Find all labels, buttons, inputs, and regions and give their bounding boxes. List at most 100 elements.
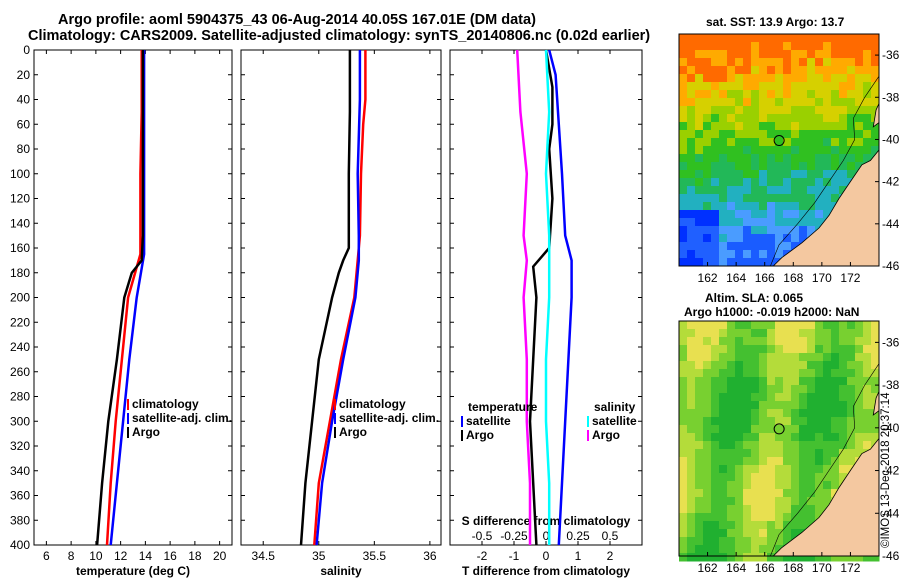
map-cell bbox=[743, 234, 752, 243]
map-cell bbox=[703, 497, 712, 506]
map-cell bbox=[695, 210, 704, 219]
map-cell bbox=[799, 162, 808, 171]
map-cell bbox=[783, 98, 792, 107]
map-cell bbox=[823, 98, 832, 107]
map-cell bbox=[855, 385, 864, 394]
map-cell bbox=[791, 178, 800, 187]
series-line-climatology bbox=[105, 50, 143, 546]
map-cell bbox=[735, 369, 744, 378]
map-cell bbox=[791, 138, 800, 147]
map-cell bbox=[799, 50, 808, 59]
map-cell bbox=[687, 513, 696, 522]
map-cell bbox=[791, 106, 800, 115]
map-cell bbox=[759, 409, 768, 418]
map-cell bbox=[727, 34, 736, 43]
map-cell bbox=[767, 202, 776, 211]
map-cell bbox=[767, 409, 776, 418]
map-cell bbox=[815, 433, 824, 442]
map-cell bbox=[791, 42, 800, 51]
map-cell bbox=[831, 345, 840, 354]
map-cell bbox=[863, 441, 872, 450]
map-cell bbox=[751, 433, 760, 442]
map-cell bbox=[703, 505, 712, 514]
map-cell bbox=[711, 345, 720, 354]
map-cell bbox=[743, 369, 752, 378]
map-cell bbox=[679, 130, 688, 139]
map-cell bbox=[695, 226, 704, 235]
map-cell bbox=[743, 393, 752, 402]
figure-title-line1: Argo profile: aoml 5904375_43 06-Aug-201… bbox=[58, 12, 536, 28]
map-cell bbox=[863, 329, 872, 338]
y-tick-label: 140 bbox=[10, 216, 30, 230]
map-cell bbox=[855, 433, 864, 442]
map-cell bbox=[783, 66, 792, 75]
salinity-profile-frame bbox=[240, 49, 442, 546]
map-cell bbox=[855, 425, 864, 434]
map-cell bbox=[839, 457, 848, 466]
map-cell bbox=[719, 258, 728, 267]
map-cell bbox=[751, 401, 760, 410]
map-cell bbox=[815, 441, 824, 450]
map-cell bbox=[679, 242, 688, 251]
map-cell bbox=[775, 170, 784, 179]
map-cell bbox=[871, 337, 880, 346]
map-cell bbox=[751, 553, 760, 562]
map-cell bbox=[703, 481, 712, 490]
salinity-profile-xlabel: salinity bbox=[320, 564, 362, 578]
map-cell bbox=[807, 497, 816, 506]
map-cell bbox=[735, 465, 744, 474]
map-cell bbox=[783, 489, 792, 498]
map-cell bbox=[855, 417, 864, 426]
map-cell bbox=[679, 401, 688, 410]
map-cell bbox=[727, 186, 736, 195]
map-cell bbox=[831, 481, 840, 490]
map-cell bbox=[799, 234, 808, 243]
y-tick-label: -38 bbox=[882, 378, 900, 392]
x-tick-label: 36 bbox=[423, 549, 437, 563]
map-cell bbox=[711, 489, 720, 498]
map-cell bbox=[871, 130, 880, 139]
map-cell bbox=[839, 66, 848, 75]
map-cell bbox=[783, 553, 792, 562]
map-cell bbox=[735, 497, 744, 506]
map-cell bbox=[871, 74, 880, 83]
map-cell bbox=[791, 409, 800, 418]
map-cell bbox=[767, 66, 776, 75]
map-cell bbox=[855, 441, 864, 450]
y-tick-label: -36 bbox=[882, 335, 900, 349]
map-cell bbox=[703, 529, 712, 538]
map-cell bbox=[751, 50, 760, 59]
map-cell bbox=[839, 146, 848, 155]
map-cell bbox=[687, 337, 696, 346]
map-cell bbox=[743, 505, 752, 514]
map-cell bbox=[703, 377, 712, 386]
map-cell bbox=[815, 505, 824, 514]
map-cell bbox=[791, 425, 800, 434]
map-cell bbox=[823, 457, 832, 466]
map-cell bbox=[711, 321, 720, 330]
map-cell bbox=[711, 226, 720, 235]
map-cell bbox=[743, 178, 752, 187]
map-cell bbox=[759, 361, 768, 370]
map-cell bbox=[735, 457, 744, 466]
map-cell bbox=[823, 433, 832, 442]
map-cell bbox=[759, 98, 768, 107]
map-cell bbox=[679, 497, 688, 506]
map-cell bbox=[775, 401, 784, 410]
map-cell bbox=[807, 34, 816, 43]
map-cell bbox=[743, 258, 752, 267]
map-cell bbox=[823, 337, 832, 346]
map-cell bbox=[823, 345, 832, 354]
map-cell bbox=[831, 449, 840, 458]
map-cell bbox=[743, 481, 752, 490]
map-cell bbox=[799, 178, 808, 187]
x-tick-label: 1 bbox=[575, 549, 582, 563]
map-cell bbox=[703, 194, 712, 203]
map-cell bbox=[799, 58, 808, 67]
map-cell bbox=[743, 146, 752, 155]
map-cell bbox=[767, 329, 776, 338]
map-cell bbox=[855, 34, 864, 43]
map-cell bbox=[751, 186, 760, 195]
map-cell bbox=[839, 162, 848, 171]
map-cell bbox=[703, 58, 712, 67]
